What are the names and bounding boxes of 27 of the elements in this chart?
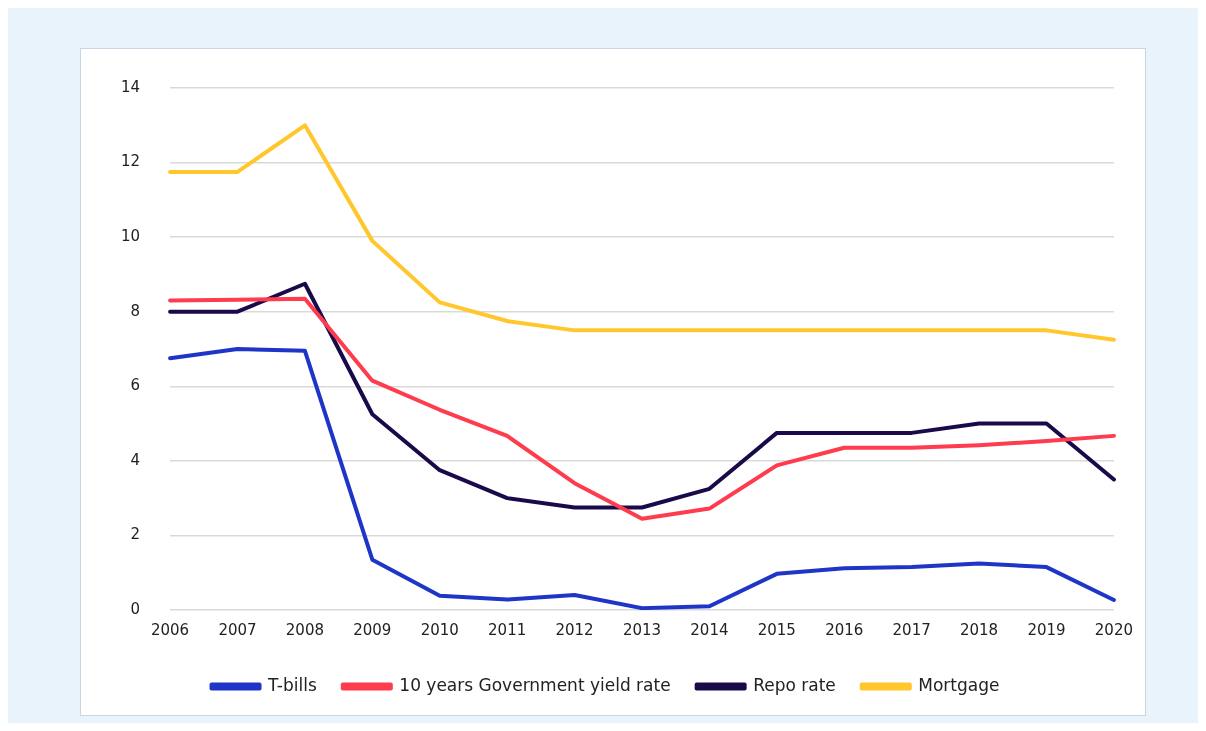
legend-label: Repo rate (753, 674, 836, 695)
y-tick-label: 14 (120, 77, 141, 96)
x-tick-label: 2008 (285, 620, 325, 639)
legend-label: T-bills (267, 674, 317, 695)
x-tick-label: 2009 (353, 620, 392, 639)
x-tick-label: 2013 (622, 620, 662, 639)
y-tick-label: 12 (120, 152, 141, 171)
x-tick-label: 2014 (690, 620, 729, 639)
x-tick-label: 2020 (1094, 620, 1134, 639)
y-tick-label: 10 (120, 227, 141, 246)
x-tick-label: 2010 (420, 620, 459, 639)
y-tick-label: 0 (130, 599, 141, 618)
x-tick-label: 2019 (1027, 620, 1066, 639)
x-tick-label: 2006 (150, 620, 190, 639)
legend-label: Mortgage (918, 674, 1000, 695)
x-tick-label: 2017 (892, 620, 931, 639)
y-tick-label: 6 (130, 376, 141, 395)
x-tick-label: 2007 (218, 620, 257, 639)
y-tick-label: 2 (130, 525, 141, 544)
y-tick-label: 8 (130, 301, 141, 320)
y-tick-label: 4 (130, 450, 141, 469)
x-tick-label: 2016 (825, 620, 864, 639)
x-tick-label: 2012 (555, 620, 594, 639)
x-tick-label: 2011 (488, 620, 527, 639)
legend-label: 10 years Government yield rate (399, 674, 671, 695)
x-tick-label: 2018 (959, 620, 999, 639)
x-tick-label: 2015 (757, 620, 796, 639)
